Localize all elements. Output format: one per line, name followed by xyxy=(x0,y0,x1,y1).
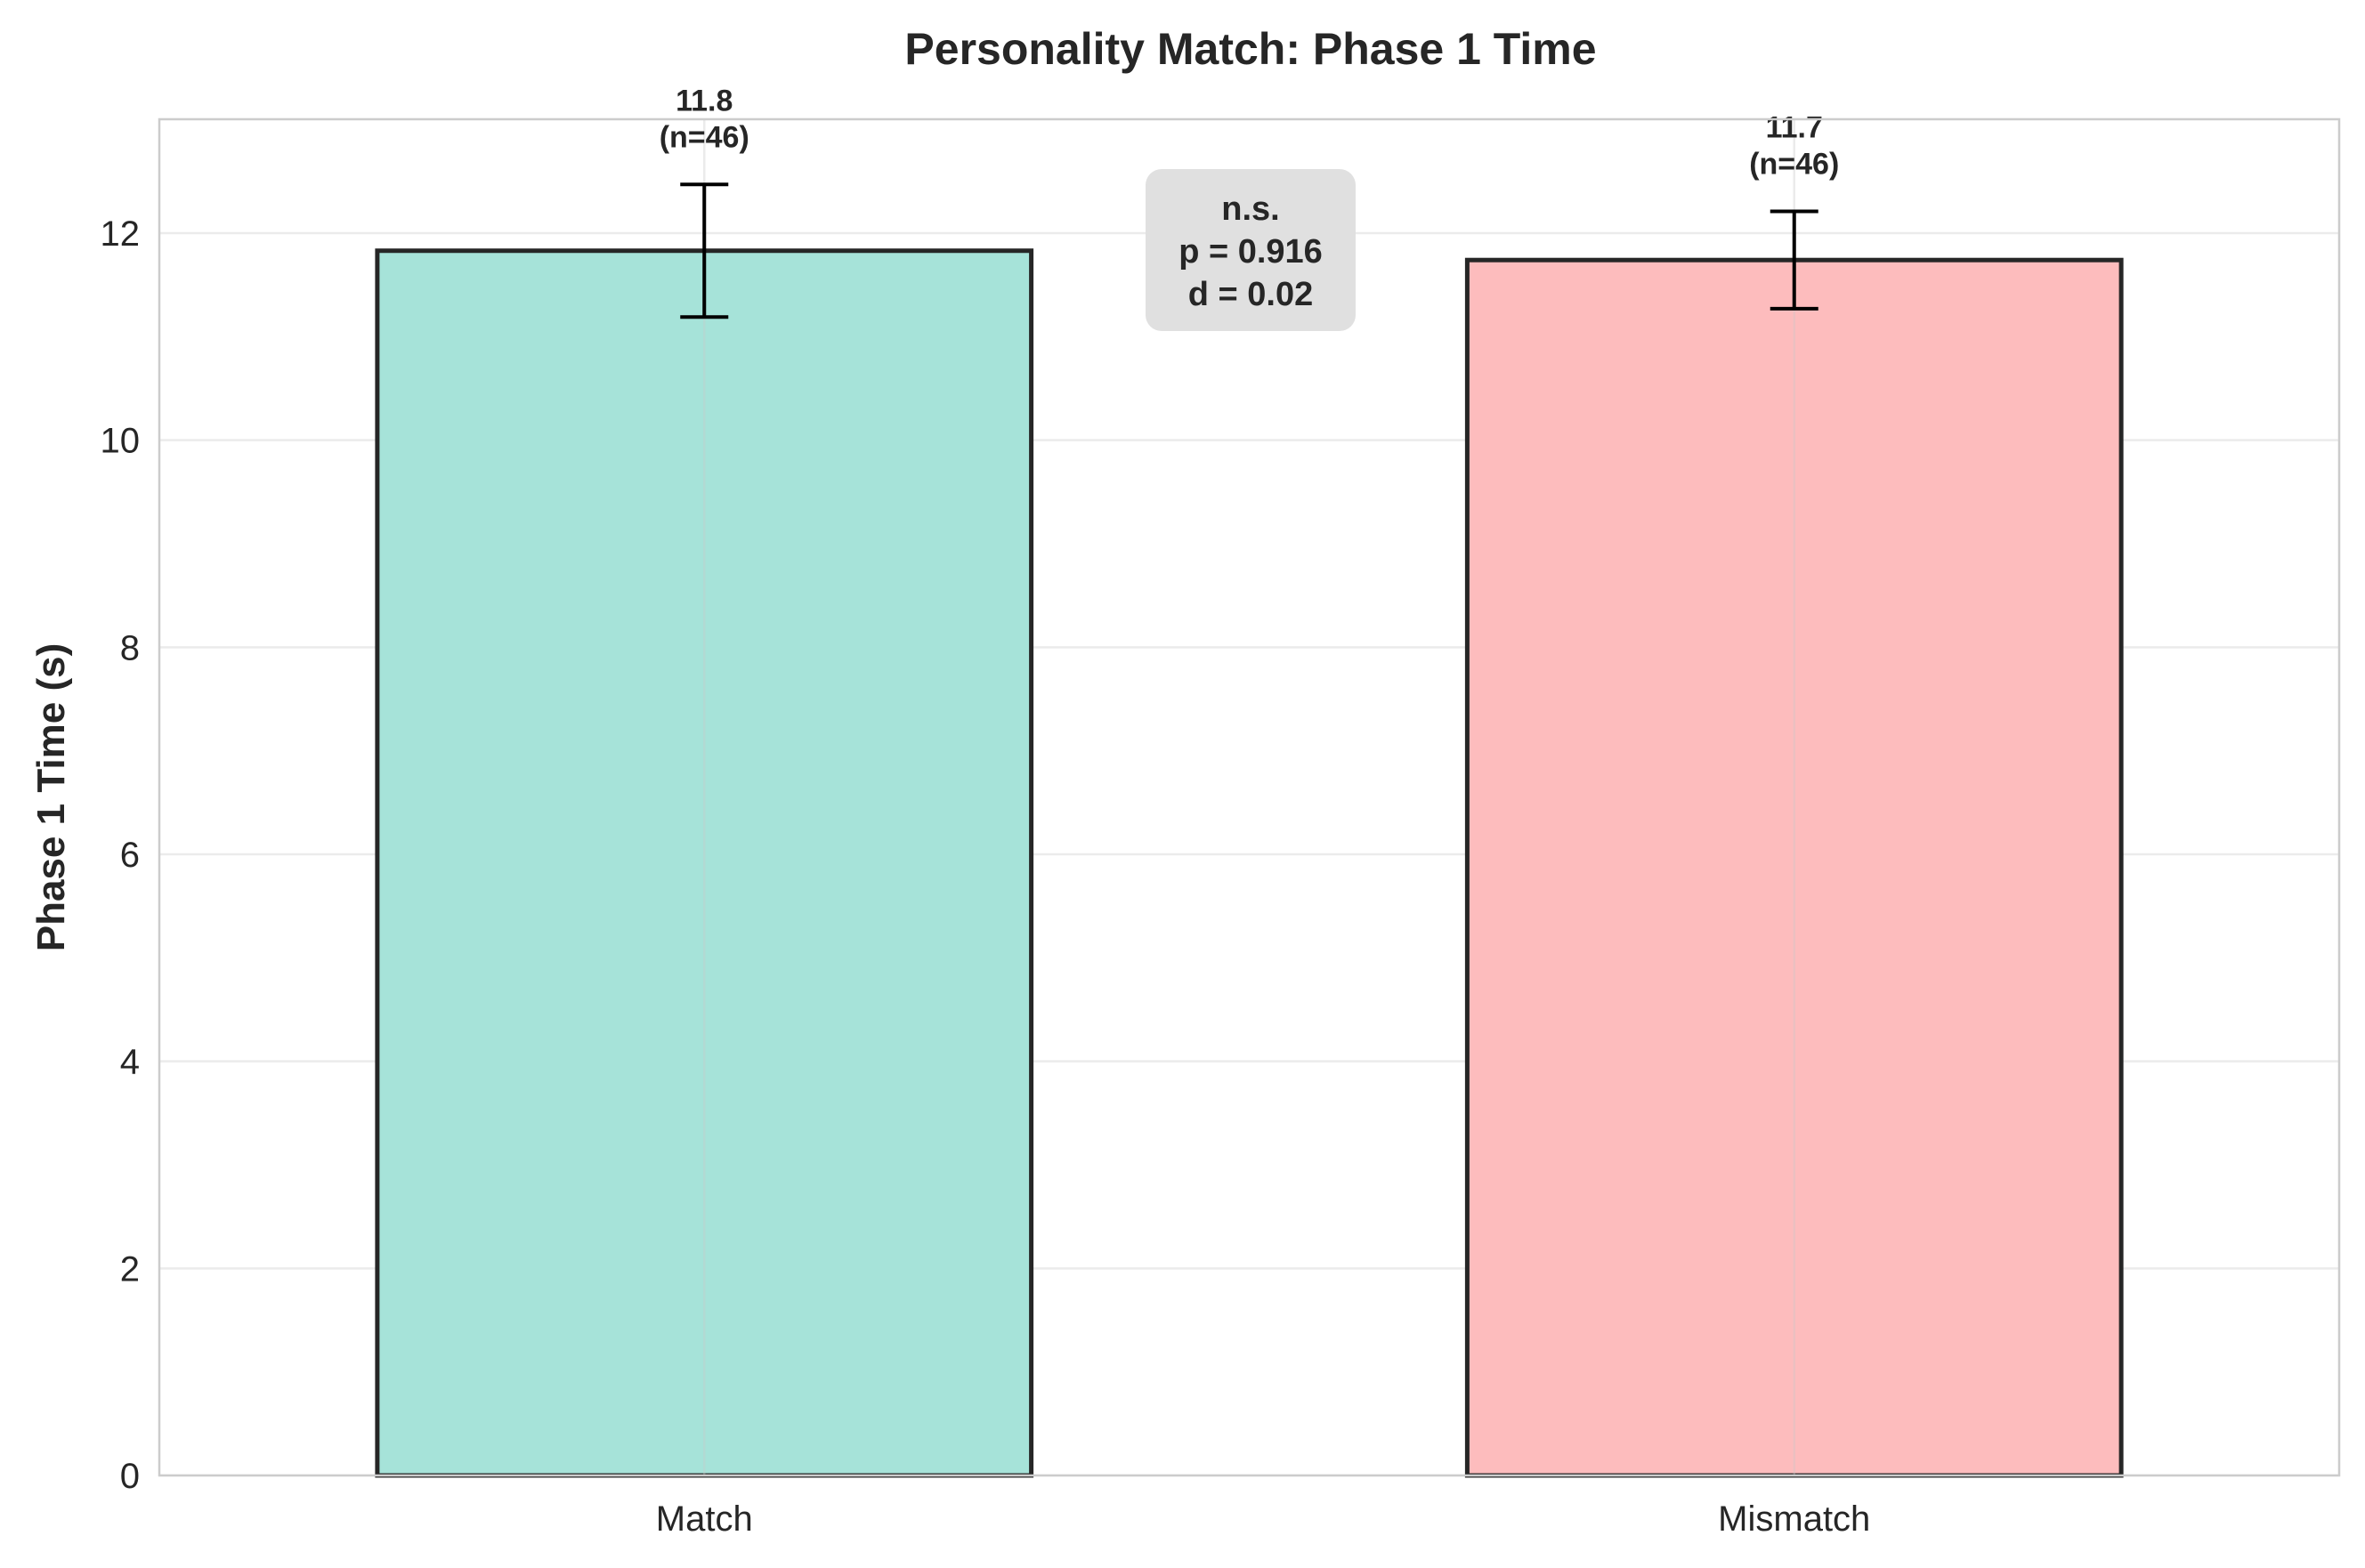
n-label-mismatch: (n=46) xyxy=(1749,148,1839,182)
value-label-mismatch: 11.7 xyxy=(1766,111,1823,145)
stat-effect-size-label: d = 0.02 xyxy=(1188,276,1313,313)
y-tick-label: 8 xyxy=(120,628,140,667)
x-tick-label-mismatch: Mismatch xyxy=(1718,1499,1870,1539)
stat-significance-label: n.s. xyxy=(1221,190,1279,228)
y-axis-label: Phase 1 Time (s) xyxy=(29,643,73,951)
value-label-match: 11.8 xyxy=(676,84,733,117)
bar-mismatch xyxy=(1464,257,2124,1478)
chart-title: Personality Match: Phase 1 Time xyxy=(904,24,1596,74)
y-tick-label: 2 xyxy=(120,1249,140,1289)
stat-p-value-label: p = 0.916 xyxy=(1178,233,1323,271)
stat-annotation-box: n.s. p = 0.916 d = 0.02 xyxy=(1146,169,1356,331)
data-labels: 11.8(n=46) 11.7(n=46) xyxy=(660,84,1840,181)
plot-frame xyxy=(158,117,2341,1477)
stat-box-background xyxy=(1146,169,1356,331)
y-tick-label: 4 xyxy=(120,1043,140,1082)
n-label-match: (n=46) xyxy=(660,120,749,154)
bars xyxy=(375,182,2124,1478)
axis-ticks: 0 2 4 6 8 10 12 Match Mismatch xyxy=(101,214,1871,1539)
y-tick-label: 6 xyxy=(120,836,140,875)
y-tick-label: 0 xyxy=(120,1457,140,1496)
y-tick-label: 12 xyxy=(101,214,141,254)
y-tick-label: 10 xyxy=(101,422,141,461)
bar-match xyxy=(375,248,1034,1478)
x-tick-label-match: Match xyxy=(656,1499,753,1539)
